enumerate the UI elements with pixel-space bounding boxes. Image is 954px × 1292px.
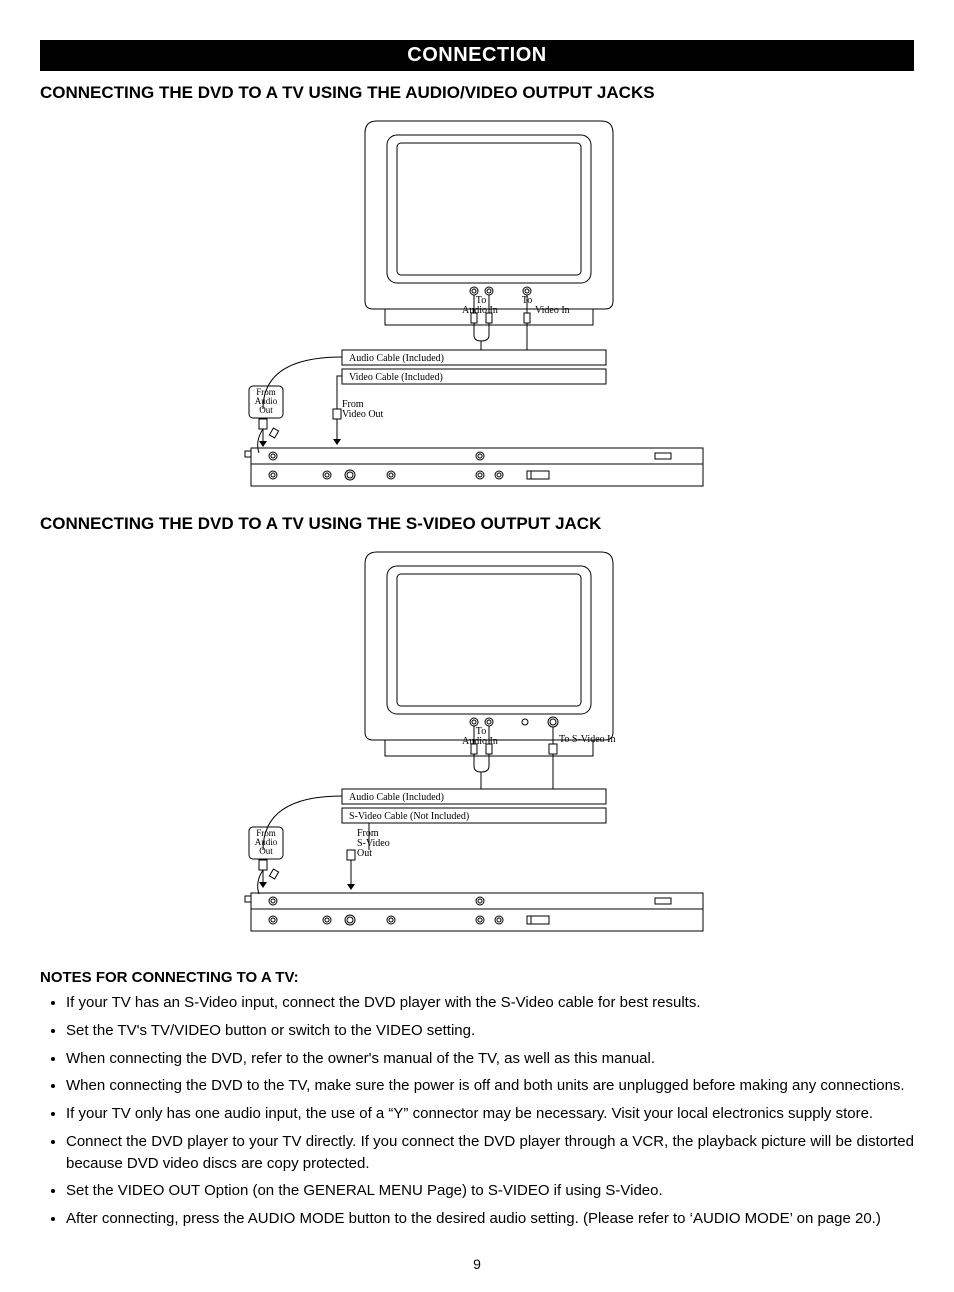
diagram-svideo: To Audio In To S-Video In Audio Cable (I…	[40, 544, 914, 947]
label: Video Out	[342, 409, 384, 420]
label: Video Cable (Included)	[349, 372, 443, 383]
label: Out	[357, 848, 372, 859]
label: Audio In	[462, 305, 498, 316]
page-number: 9	[40, 1256, 914, 1272]
label: To	[522, 295, 532, 306]
label: Out	[259, 405, 273, 415]
diagram-av: To Audio In To Video In Audio Cable (Inc…	[40, 113, 914, 496]
note-item: Set the VIDEO OUT Option (on the GENERAL…	[66, 1180, 914, 1202]
label: Audio In	[462, 736, 498, 747]
note-item: If your TV has an S-Video input, connect…	[66, 992, 914, 1014]
label: To S-Video In	[559, 734, 615, 745]
label: Video In	[535, 305, 570, 316]
label: Audio Cable (Included)	[349, 792, 444, 803]
note-item: Connect the DVD player to your TV direct…	[66, 1131, 914, 1175]
label: Audio Cable (Included)	[349, 353, 444, 364]
notes-list: If your TV has an S-Video input, connect…	[40, 992, 914, 1230]
note-item: If your TV only has one audio input, the…	[66, 1103, 914, 1125]
heading-av: CONNECTING THE DVD TO A TV USING THE AUD…	[40, 83, 914, 103]
note-item: Set the TV's TV/VIDEO button or switch t…	[66, 1020, 914, 1042]
section-banner: CONNECTION	[40, 40, 914, 71]
label: Out	[259, 846, 273, 856]
note-item: After connecting, press the AUDIO MODE b…	[66, 1208, 914, 1230]
notes-heading: NOTES FOR CONNECTING TO A TV:	[40, 969, 914, 986]
note-item: When connecting the DVD to the TV, make …	[66, 1075, 914, 1097]
note-item: When connecting the DVD, refer to the ow…	[66, 1048, 914, 1070]
label: S-Video Cable (Not Included)	[349, 811, 469, 822]
heading-svideo: CONNECTING THE DVD TO A TV USING THE S-V…	[40, 514, 914, 534]
